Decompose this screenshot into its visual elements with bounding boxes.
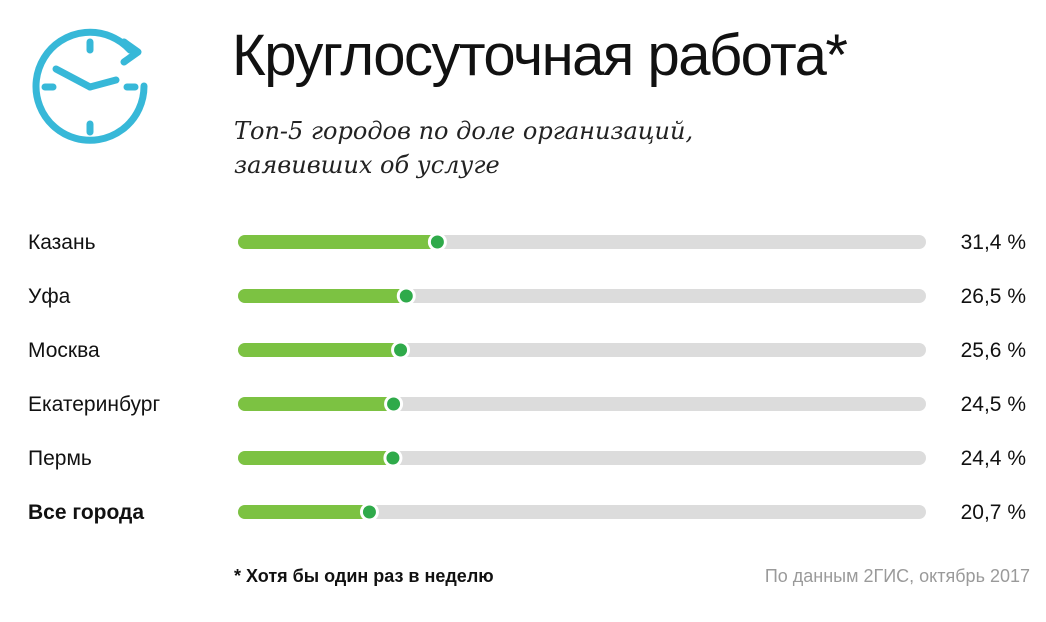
bar <box>238 397 394 411</box>
bar-track <box>238 343 926 357</box>
value-label: 26,5 % <box>961 285 1026 308</box>
chart-subtitle: Топ-5 городов по доле организаций, заяви… <box>234 114 693 182</box>
bar <box>238 343 401 357</box>
bar-marker <box>359 502 379 522</box>
category-label: Пермь <box>28 447 92 470</box>
bar <box>238 235 438 249</box>
bar-marker <box>427 232 447 252</box>
category-label: Москва <box>28 339 100 362</box>
subtitle-line-1: Топ-5 городов по доле организаций, <box>234 117 694 145</box>
bar-marker <box>391 340 411 360</box>
subtitle-line-2: заявивших об услуге <box>234 151 500 179</box>
bar <box>238 505 370 519</box>
bar-track <box>238 451 926 465</box>
category-label: Все города <box>28 501 144 524</box>
value-label: 25,6 % <box>961 339 1026 362</box>
bar-track <box>238 505 926 519</box>
value-label: 24,5 % <box>961 393 1026 416</box>
bar <box>238 289 407 303</box>
bar-marker <box>383 448 403 468</box>
bar-marker <box>396 286 416 306</box>
bar <box>238 451 393 465</box>
value-label: 31,4 % <box>961 231 1026 254</box>
category-label: Екатеринбург <box>28 393 160 416</box>
value-label: 20,7 % <box>961 501 1026 524</box>
clock-with-arrow-icon <box>32 28 148 144</box>
category-label: Уфа <box>28 285 71 308</box>
bar-marker <box>384 394 404 414</box>
bar-track <box>238 397 926 411</box>
source-note: По данным 2ГИС, октябрь 2017 <box>764 566 1030 586</box>
chart-title: Круглосуточная работа* <box>232 23 848 88</box>
category-label: Казань <box>28 231 96 254</box>
footnote: * Хотя бы один раз в неделю <box>234 566 494 586</box>
value-label: 24,4 % <box>961 447 1026 470</box>
